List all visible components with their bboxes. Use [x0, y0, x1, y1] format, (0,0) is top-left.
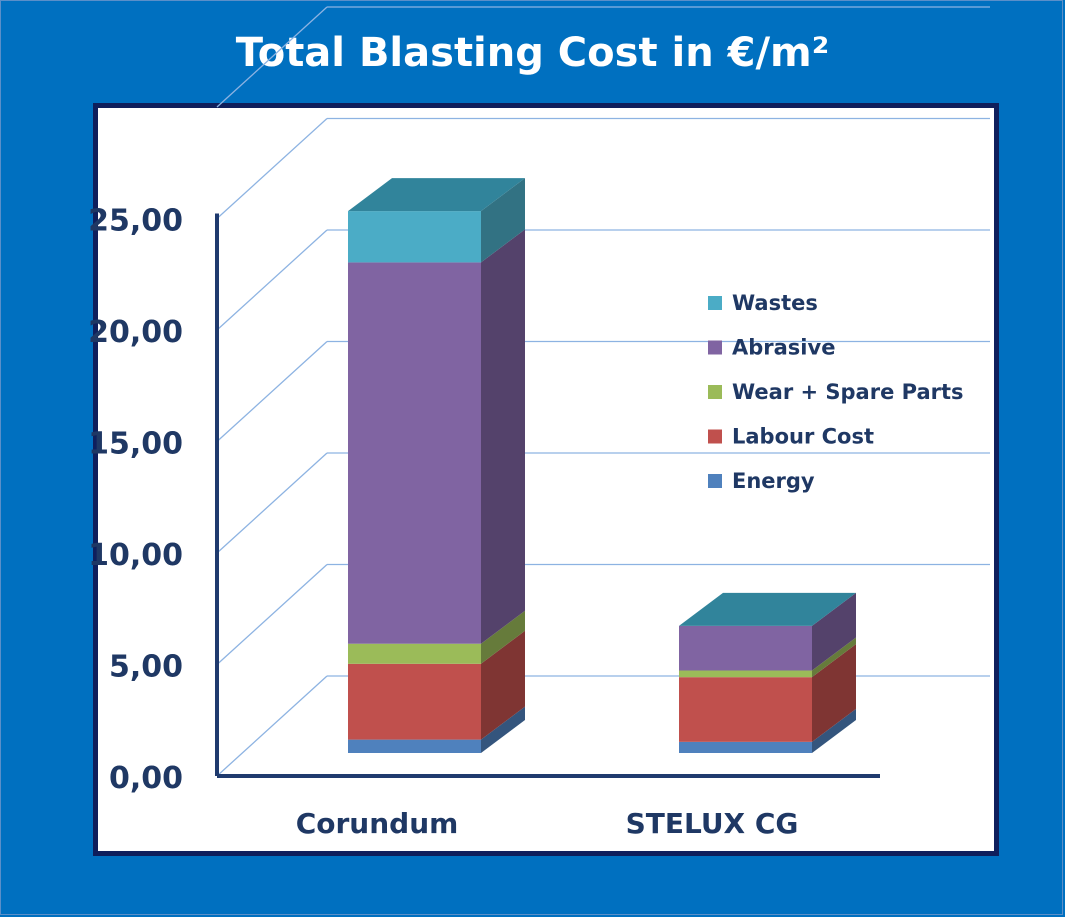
bar-segment-side — [812, 637, 856, 678]
bar-segment-wastes — [348, 211, 481, 263]
gridline-diagonal — [216, 564, 328, 665]
bar-segment-energy — [348, 739, 481, 753]
legend-label: Abrasive — [732, 336, 835, 360]
legend-label: Wastes — [732, 291, 818, 315]
bar-segment-side — [812, 708, 856, 753]
y-tick-label: 5,00 — [109, 650, 183, 685]
bar-segment-side — [812, 644, 856, 742]
gridline-diagonal — [216, 118, 328, 219]
y-tick-label: 20,00 — [88, 315, 183, 350]
bar-segment-wear-spare-parts — [679, 670, 812, 678]
bar-segment-side — [812, 592, 856, 671]
legend-swatch — [708, 340, 722, 355]
legend-swatch — [708, 385, 722, 399]
bar-segment-side — [481, 178, 525, 263]
category-labels: Corundum STELUX CG — [296, 807, 799, 840]
bars — [348, 178, 856, 753]
legend-swatch — [708, 429, 722, 444]
bar-segment-side — [481, 610, 525, 664]
bar-segment-abrasive — [679, 625, 812, 671]
category-label: Corundum — [296, 807, 459, 840]
gridline-diagonal — [216, 341, 328, 442]
legend-swatch — [708, 474, 722, 488]
y-tick-label: 0,00 — [109, 761, 183, 796]
gridline-diagonal — [216, 6, 328, 108]
bar-segment-wear-spare-parts — [348, 643, 481, 664]
bar-segment-labour-cost — [679, 677, 812, 742]
axes — [215, 213, 880, 778]
bar-segment-abrasive — [348, 262, 481, 644]
gridline-diagonal — [216, 229, 328, 331]
y-tick-label: 25,00 — [88, 204, 183, 239]
legend-label: Labour Cost — [732, 425, 874, 449]
legend-swatch — [708, 296, 722, 310]
bar-segment-labour-cost — [348, 663, 481, 740]
legend: Wastes Abrasive Wear + Spare Parts Labour C… — [708, 291, 964, 493]
bar-segment-side — [481, 229, 525, 644]
plot-panel — [93, 103, 999, 856]
bar-segment-side — [481, 706, 525, 753]
chart-title: Total Blasting Cost in €/m² — [235, 30, 830, 76]
legend-label: Energy — [732, 469, 815, 493]
gridline-diagonal — [216, 452, 328, 554]
category-label: STELUX CG — [626, 807, 799, 840]
legend-label: Wear + Spare Parts — [732, 380, 964, 404]
y-tick-label: 15,00 — [88, 427, 183, 462]
bar-top — [679, 592, 856, 626]
bar-segment-energy — [679, 741, 812, 753]
y-tick-labels: 0,00 5,00 10,00 15,00 20,00 25,00 — [88, 204, 183, 797]
bar-segment-side — [481, 630, 525, 740]
y-tick-label: 10,00 — [88, 538, 183, 573]
gridline-diagonal — [216, 675, 328, 777]
bar-top — [348, 178, 525, 212]
